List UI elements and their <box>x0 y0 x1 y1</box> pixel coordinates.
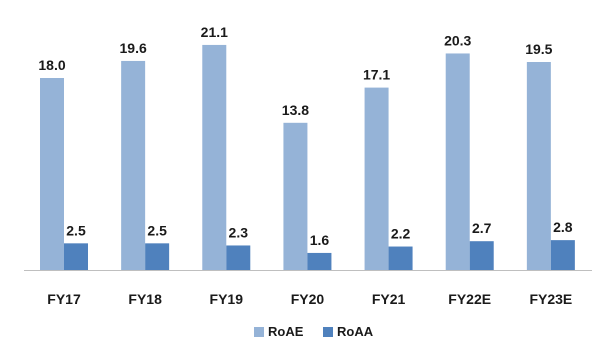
legend-swatch-roaa <box>323 327 333 337</box>
bar-roaa-fy20 <box>307 252 332 270</box>
bars-layer <box>40 44 575 270</box>
value-label-roae-fy17: 18.0 <box>38 57 65 73</box>
bar-roae-fy19 <box>202 44 227 270</box>
x-tick-label-fy19: FY19 <box>210 291 244 307</box>
value-label-roaa-fy18: 2.5 <box>147 222 167 238</box>
bar-roae-fy21 <box>364 87 389 270</box>
bar-roaa-fy22e <box>469 241 494 270</box>
value-label-roae-fy21: 17.1 <box>363 67 390 83</box>
value-label-roaa-fy19: 2.3 <box>229 224 249 240</box>
bar-roaa-fy18 <box>145 243 170 270</box>
bar-roaa-fy19 <box>226 245 251 270</box>
bar-roae-fy17 <box>40 78 64 270</box>
x-tick-label-fy20: FY20 <box>291 291 325 307</box>
value-label-roae-fy18: 19.6 <box>120 40 147 56</box>
value-labels-layer: 18.0 2.5 19.6 2.5 21.1 2.3 13.8 1.6 17.1 2.2 20.3 2… <box>38 24 572 248</box>
bar-roae-fy18 <box>121 60 146 270</box>
bar-roae-fy23e <box>526 62 551 270</box>
x-tick-label-fy17: FY17 <box>47 291 81 307</box>
x-tick-label-fy18: FY18 <box>128 291 162 307</box>
value-label-roaa-fy20: 1.6 <box>310 232 330 248</box>
value-label-roaa-fy23e: 2.8 <box>553 219 573 235</box>
bar-roaa-fy21 <box>388 246 413 270</box>
value-label-roaa-fy22e: 2.7 <box>472 220 492 236</box>
x-tick-label-fy23e: FY23E <box>529 291 572 307</box>
value-label-roae-fy22e: 20.3 <box>444 32 471 48</box>
bar-roae-fy22e <box>445 53 470 270</box>
legend-label-roae: RoAE <box>268 324 304 339</box>
bar-roaa-fy17 <box>64 243 88 270</box>
legend-label-roaa: RoAA <box>337 324 374 339</box>
value-label-roaa-fy17: 2.5 <box>66 222 86 238</box>
value-label-roae-fy20: 13.8 <box>282 102 309 118</box>
bar-roae-fy20 <box>283 122 308 270</box>
value-label-roae-fy19: 21.1 <box>201 24 228 40</box>
bar-roaa-fy23e <box>550 240 575 270</box>
value-label-roaa-fy21: 2.2 <box>391 226 411 242</box>
x-tick-labels: FY17 FY18 FY19 FY20 FY21 FY22E FY23E <box>47 291 572 307</box>
x-tick-label-fy22e: FY22E <box>448 291 491 307</box>
value-label-roae-fy23e: 19.5 <box>525 41 552 57</box>
legend: RoAE RoAA <box>254 324 374 339</box>
legend-swatch-roae <box>254 327 264 337</box>
x-tick-label-fy21: FY21 <box>372 291 406 307</box>
